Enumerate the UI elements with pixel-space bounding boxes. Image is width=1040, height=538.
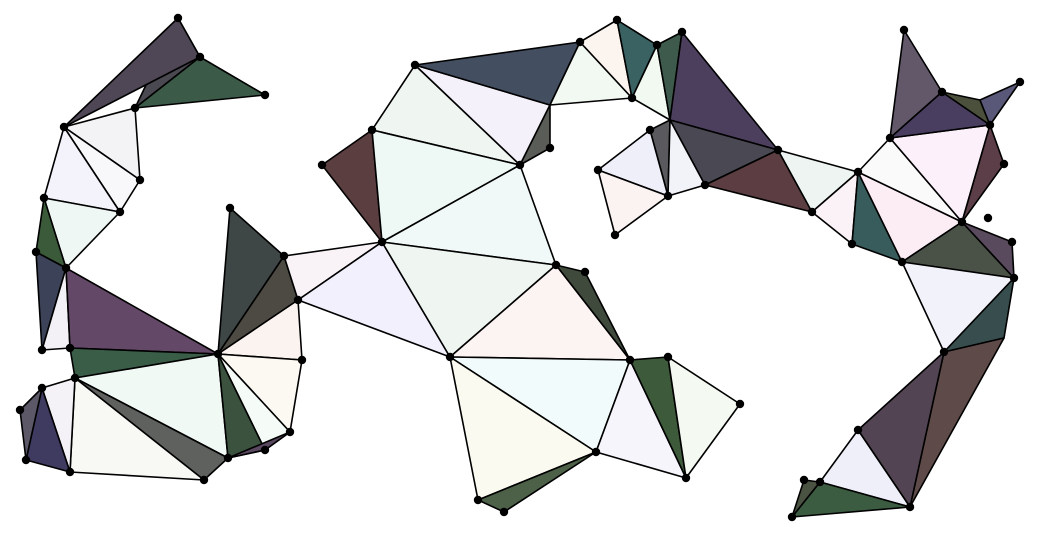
mesh-triangle-1 [63,17,201,128]
mesh-vertex-50 [610,230,620,240]
mesh-triangle-35 [555,264,631,361]
mesh-vertex-63 [983,213,993,223]
mesh-vertex-30 [445,352,455,362]
mesh-vertex-48 [663,191,673,201]
mesh-vertex-31 [515,160,525,170]
mesh-vertex-66 [1009,273,1019,283]
mesh-triangles [19,17,1021,518]
mesh-vertex-15 [21,455,31,465]
mesh-vertex-5 [135,175,145,185]
mesh-vertex-18 [223,453,233,463]
mesh-vertex-60 [1015,77,1025,87]
mesh-vertex-10 [37,345,47,355]
mesh-triangle-41 [667,356,741,479]
mesh-vertex-20 [285,427,295,437]
mesh-vertex-3 [130,103,140,113]
mesh-vertex-62 [957,217,967,227]
mesh-vertex-56 [899,25,909,35]
mesh-vertex-49 [593,165,603,175]
mesh-vertex-54 [853,167,863,177]
mesh-vertex-8 [31,247,41,257]
mesh-vertex-14 [15,405,25,415]
mesh-vertex-44 [591,447,601,457]
mesh-vertex-67 [939,347,949,357]
mesh-triangle-53 [667,119,706,197]
mesh-vertex-55 [847,239,857,249]
mesh-vertex-36 [652,40,662,50]
mesh-triangle-2 [134,56,266,109]
mesh-triangle-24 [227,431,291,459]
mesh-vertex-58 [937,87,947,97]
mesh-vertex-4 [59,122,69,132]
mesh-vertex-1 [195,52,205,62]
mesh-vertex-26 [317,160,327,170]
mesh-vertex-38 [551,260,561,270]
mesh-vertex-28 [410,60,420,70]
mesh-triangle-67 [961,221,1015,279]
mesh-vertex-40 [625,355,635,365]
mesh-vertex-9 [61,263,71,273]
mesh-triangle-65 [979,81,1021,126]
mesh-vertex-65 [897,257,907,267]
mesh-vertex-19 [260,445,270,455]
mesh-vertex-29 [377,237,387,247]
mesh-vertex-53 [807,207,817,217]
mesh-vertex-24 [225,203,235,213]
mesh-vertex-46 [499,507,509,517]
mesh-vertex-13 [37,383,47,393]
mesh-vertex-21 [297,355,307,365]
mesh-vertex-51 [700,180,710,190]
mesh-vertex-16 [65,467,75,477]
mesh-vertex-45 [473,495,483,505]
mesh-vertex-43 [681,473,691,483]
mesh-triangle-61 [961,124,1005,223]
mesh-vertex-68 [905,502,915,512]
mesh-triangle-55 [597,169,669,236]
mesh-vertex-69 [853,425,863,435]
mesh-vertex-25 [213,349,223,359]
mesh-vertex-6 [115,207,125,217]
mesh-vertex-71 [799,475,809,485]
mesh-vertex-41 [663,352,673,362]
mesh-vertex-42 [735,399,745,409]
mesh-vertex-2 [260,90,270,100]
mesh-vertex-61 [999,159,1009,169]
mesh-vertices [15,13,1025,522]
mesh-vertex-0 [173,13,183,23]
mesh-vertex-11 [65,343,75,353]
mesh-vertex-32 [545,143,555,153]
mesh-vertex-35 [627,93,637,103]
mesh-vertex-33 [575,37,585,47]
mesh-vertex-70 [815,477,825,487]
mesh-vertex-59 [985,120,995,130]
mesh-vertex-7 [39,193,49,203]
mesh-vertex-23 [279,251,289,261]
mesh-vertex-57 [885,133,895,143]
mesh-vertex-34 [612,15,622,25]
mesh-vertex-17 [199,475,209,485]
mesh-vertex-22 [293,295,303,305]
mesh-vertex-37 [677,27,687,37]
mesh-triangle-38 [477,451,597,513]
mesh-vertex-39 [580,267,590,277]
mesh-vertex-27 [367,125,377,135]
mesh-triangle-74 [791,479,821,518]
mesh-triangle-17 [19,387,43,461]
mesh-vertex-52 [773,145,783,155]
mesh-vertex-64 [1007,237,1017,247]
mesh-vertex-47 [645,125,655,135]
mesh-triangle-42 [519,104,551,166]
mesh-vertex-12 [70,373,80,383]
mesh-vertex-72 [787,512,797,522]
